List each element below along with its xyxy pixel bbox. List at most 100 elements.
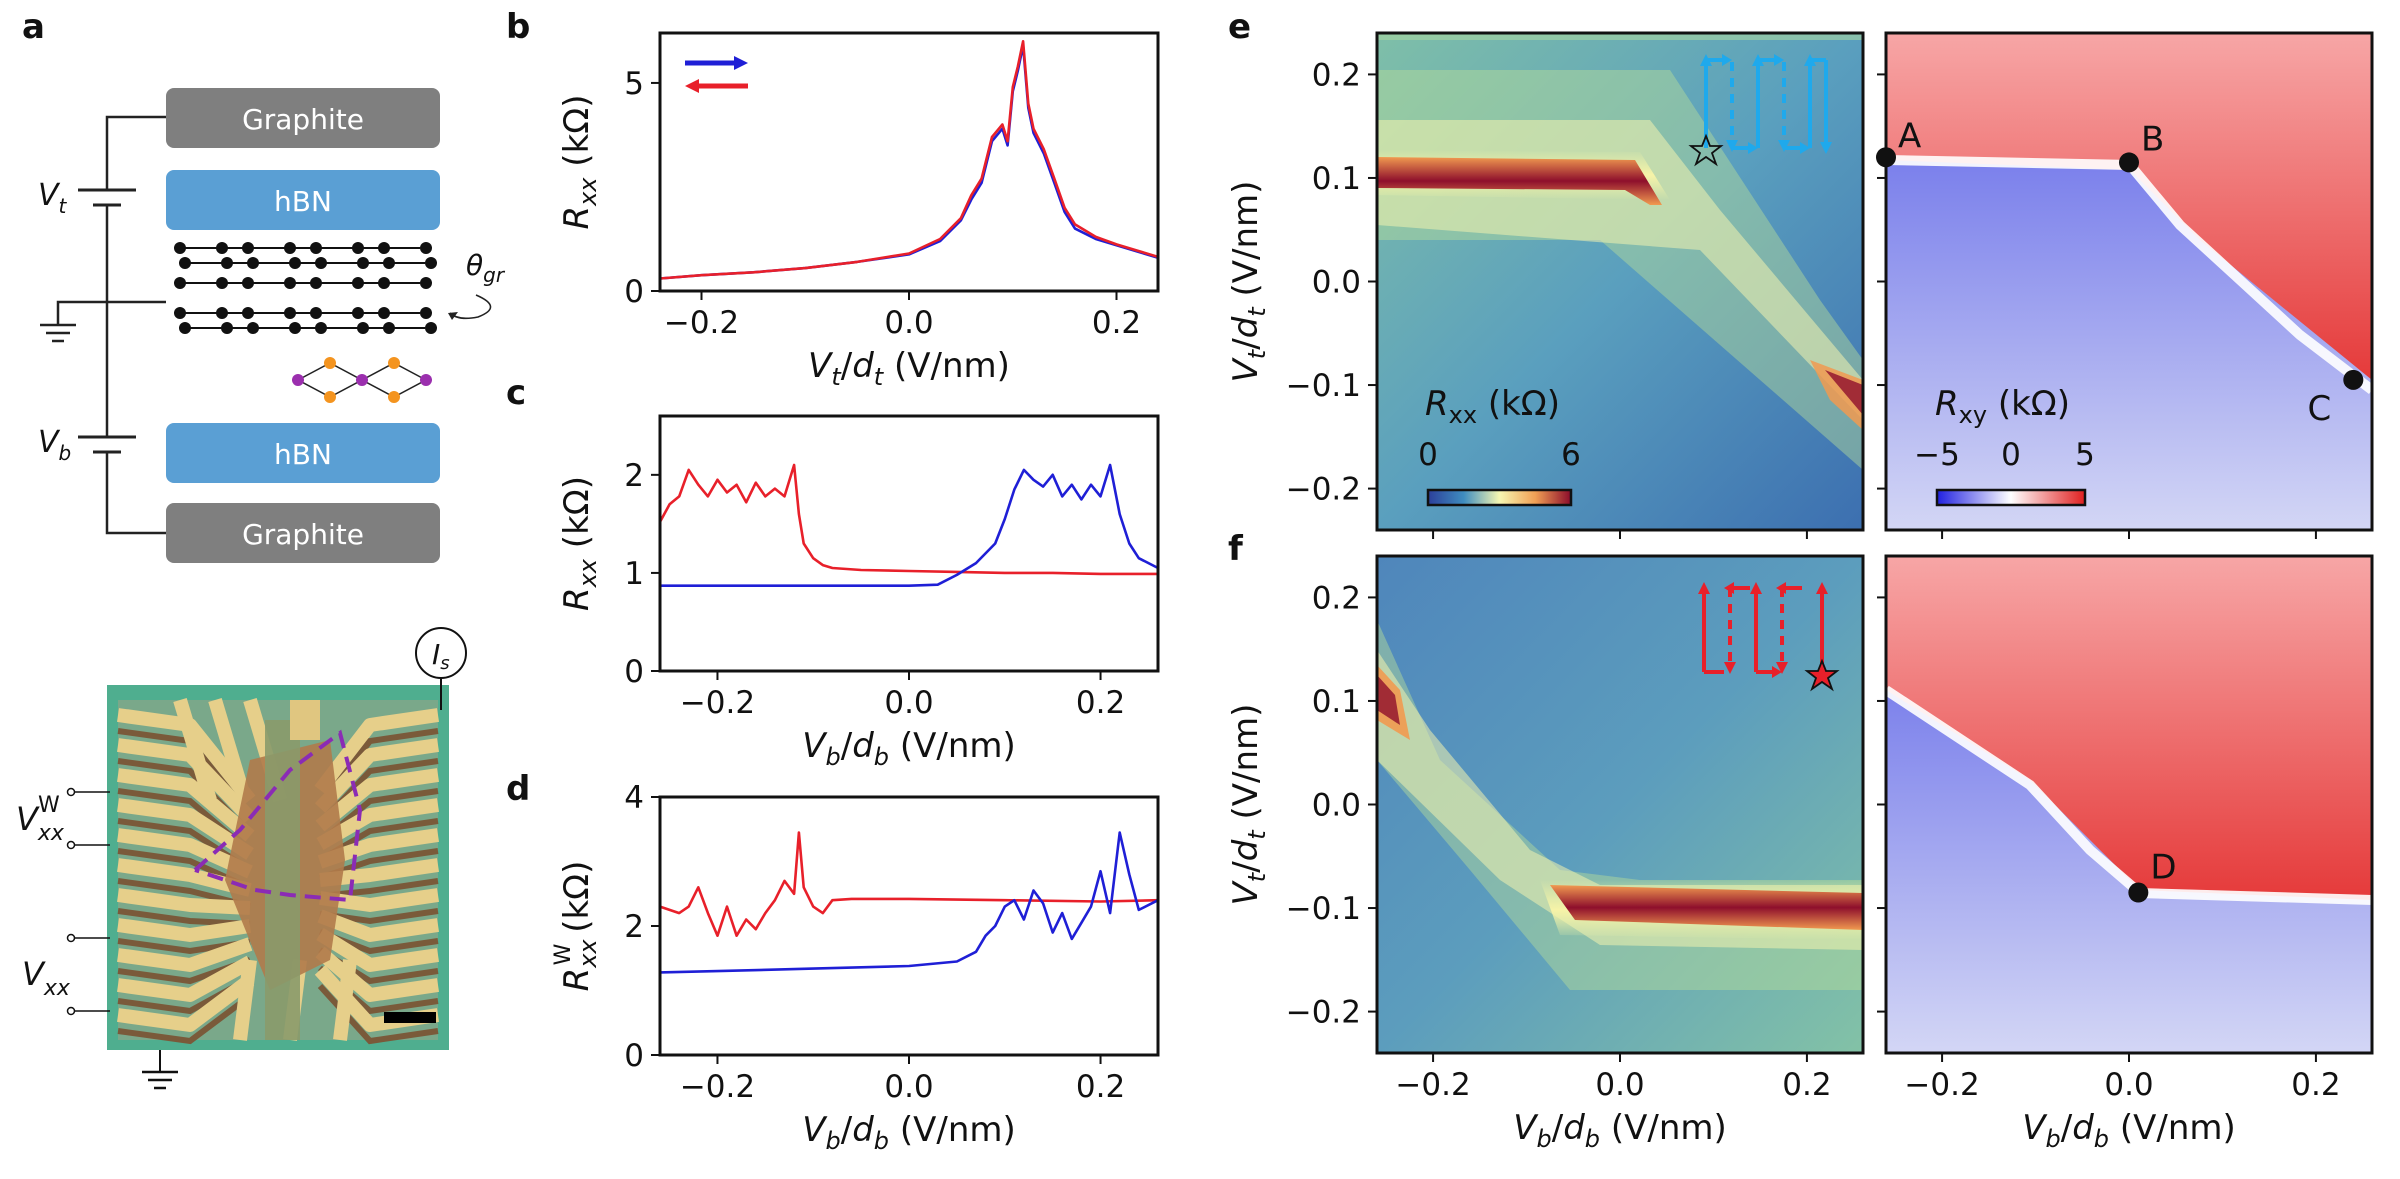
colorbar-rxx-min: 0 (1418, 437, 1438, 473)
panel-label-b: b (506, 7, 530, 47)
y-axis-label: Rxx (kΩ) (557, 476, 602, 611)
y-axis-label: Vt/dt (V/nm) (1226, 704, 1271, 906)
y-tick-label: 2 (624, 909, 644, 945)
colorbar-rxy: Rxy (kΩ) −5 0 5 (1914, 384, 2095, 507)
lattice-atom (284, 242, 296, 254)
lattice-atom (310, 277, 322, 289)
series-red-line (659, 831, 1159, 938)
x-tick-label: 0.0 (884, 305, 933, 341)
lattice-atom (242, 307, 254, 319)
scale-bar (384, 1012, 436, 1023)
point-C-marker (2343, 369, 2364, 390)
tmd-layer (292, 357, 432, 403)
x-tick-label: −0.2 (680, 1069, 755, 1105)
voltage-probe-leads (66, 787, 110, 1016)
y-tick-label: 0 (624, 1038, 644, 1074)
panel-label-e: e (1228, 7, 1251, 47)
lattice-atom (216, 277, 228, 289)
series-blue-line (659, 831, 1159, 974)
heatmap-f-rxx (1377, 556, 1863, 1053)
colorbar-rxx-label: Rxx (kΩ) (1425, 384, 1560, 429)
x-tick-label: 0.2 (2291, 1067, 2340, 1103)
top-finger (173, 697, 217, 803)
y-tick-label: −0.1 (1286, 891, 1361, 927)
hbn-label-top: hBN (274, 185, 332, 218)
lattice-atom (425, 322, 437, 334)
hbn-label-bottom: hBN (274, 438, 332, 471)
forward-arrow-icon (734, 56, 748, 70)
y-tick-label: 5 (624, 66, 644, 102)
lattice-atom (242, 242, 254, 254)
chart-c: −0.2 0.0 0.2 0 1 2 Vb/db (V/nm) Rxx (kΩ) (557, 414, 1160, 771)
y-tick-label: 0.0 (1312, 265, 1361, 301)
lattice-atom (284, 307, 296, 319)
graphite-layer-top (166, 88, 440, 148)
device-schematic: Vt Vb Graphite hBN hBN Graphite θgr (38, 88, 506, 563)
sweep-sequence-icon-blue (1688, 54, 1832, 167)
lattice-atom (242, 277, 254, 289)
wire-ground (56, 300, 166, 325)
series-forward-line (659, 44, 1159, 280)
twist-angle-label: θgr (466, 249, 506, 287)
lattice-atom (310, 307, 322, 319)
sweep-sequence-icon-red (1698, 582, 1840, 692)
bottom-finger (233, 959, 257, 1041)
x-axis-label: Vb/db (V/nm) (802, 1110, 1016, 1155)
lattice-atom (352, 277, 364, 289)
x-tick-label: −0.2 (664, 305, 739, 341)
point-D-marker (2128, 882, 2149, 903)
star-icon-blue (1688, 133, 1724, 167)
y-tick-label: 2 (624, 458, 644, 494)
heatmap-axes: 0.2 0.1 0.0 −0.1 −0.2 Vt/dt (V/nm) 0.2 0.1 0.0 −0… (1226, 57, 2341, 1153)
lattice-atom (216, 307, 228, 319)
backward-arrow-icon (685, 79, 699, 93)
chart-b: −0.2 0.0 0.2 0 5 Vt/dt (V/nm) Rxx (kΩ) (557, 31, 1160, 391)
series-backward-line (659, 39, 1159, 280)
lattice-atom (289, 322, 301, 334)
x-tick-label: 0.2 (1076, 1069, 1125, 1105)
lattice-atom (216, 242, 228, 254)
lattice-atom (383, 257, 395, 269)
lattice-atom (378, 277, 390, 289)
right-finger (317, 909, 440, 942)
y-axis-label: Vt/dt (V/nm) (1226, 181, 1271, 383)
lattice-atom (420, 307, 432, 319)
x-axis-label: Vb/db (V/nm) (802, 726, 1016, 771)
x-tick-label: −0.2 (680, 685, 755, 721)
lattice-atom (357, 257, 369, 269)
y-tick-label: −0.2 (1286, 995, 1361, 1031)
colorbar-rxx-gradient (1426, 488, 1573, 507)
left-finger (117, 888, 251, 915)
x-tick-label: −0.2 (1395, 1067, 1470, 1103)
lattice-atom (420, 242, 432, 254)
rotation-arrow-icon (449, 294, 492, 320)
current-source-label: Is (432, 638, 450, 674)
chart-d: −0.2 0.0 0.2 0 2 4 Vb/db (V/nm) RxxW (kΩ) (551, 780, 1160, 1155)
lattice-atom (174, 277, 186, 289)
lattice-atom (310, 242, 322, 254)
panel-label-c: c (506, 373, 526, 413)
sweep-direction-legend (685, 56, 748, 93)
left-finger (117, 974, 255, 1032)
vt-label: Vt (38, 178, 68, 218)
left-finger (117, 768, 255, 842)
x-tick-label: 0.0 (2104, 1067, 2153, 1103)
device-outline (193, 729, 363, 903)
wire-top-gate (105, 115, 166, 190)
right-finger (314, 738, 440, 813)
y-axis-label: RxxW (kΩ) (551, 861, 602, 992)
right-finger (314, 708, 440, 795)
lattice-atom (247, 257, 259, 269)
y-tick-label: 0 (624, 654, 644, 690)
y-tick-label: 0.0 (1312, 788, 1361, 824)
lattice-atom (221, 257, 233, 269)
lattice-atom (179, 257, 191, 269)
lattice-atom (352, 242, 364, 254)
x-axis-label: Vt/dt (V/nm) (808, 346, 1010, 391)
colorbar-rxy-zero: 0 (2001, 437, 2021, 473)
lattice-atom (174, 242, 186, 254)
y-tick-label: 4 (624, 780, 644, 816)
heatmap-f-rxy (1886, 556, 2372, 1053)
series-blue-line (660, 463, 1159, 588)
point-C-label: C (2308, 389, 2332, 429)
